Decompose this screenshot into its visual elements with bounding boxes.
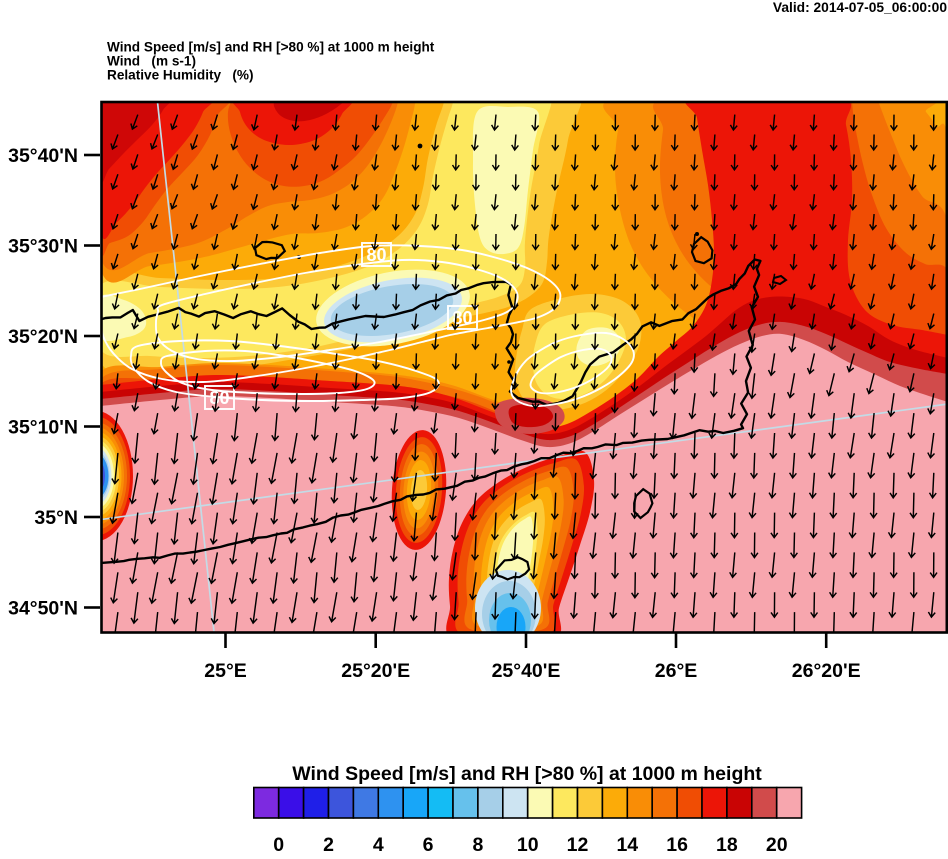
svg-text:4: 4 [373,834,384,854]
svg-text:35°20'N: 35°20'N [8,326,78,348]
svg-text:6: 6 [423,834,434,854]
svg-text:35°10'N: 35°10'N [8,417,78,439]
svg-text:Wind (m s-1): Wind (m s-1) [107,54,196,69]
svg-text:80: 80 [452,308,472,328]
svg-text:20: 20 [766,834,788,854]
svg-text:80: 80 [366,245,386,265]
svg-text:16: 16 [666,834,688,854]
svg-text:26°20'E: 26°20'E [792,660,861,682]
svg-text:Relative Humidity (%): Relative Humidity (%) [107,68,254,83]
svg-text:2: 2 [323,834,334,854]
svg-text:0: 0 [273,834,284,854]
svg-text:10: 10 [517,834,539,854]
svg-text:26°E: 26°E [655,660,698,682]
svg-text:34°50'N: 34°50'N [8,598,78,620]
svg-text:Wind Speed [m/s] and RH [>80 %: Wind Speed [m/s] and RH [>80 %] at 1000 … [107,40,435,55]
svg-text:80: 80 [209,388,229,408]
svg-text:8: 8 [472,834,483,854]
svg-text:Valid: 2014-07-05_06:00:00: Valid: 2014-07-05_06:00:00 [773,0,947,15]
svg-text:25°40'E: 25°40'E [492,660,561,682]
svg-text:35°N: 35°N [34,507,78,529]
svg-text:35°40'N: 35°40'N [8,145,78,167]
svg-text:14: 14 [616,834,638,854]
svg-text:25°20'E: 25°20'E [341,660,410,682]
svg-text:18: 18 [716,834,738,854]
svg-text:Wind Speed [m/s] and RH [>80 %: Wind Speed [m/s] and RH [>80 %] at 1000 … [292,763,762,785]
svg-text:25°E: 25°E [204,660,247,682]
svg-text:35°30'N: 35°30'N [8,236,78,258]
svg-text:12: 12 [567,834,589,854]
